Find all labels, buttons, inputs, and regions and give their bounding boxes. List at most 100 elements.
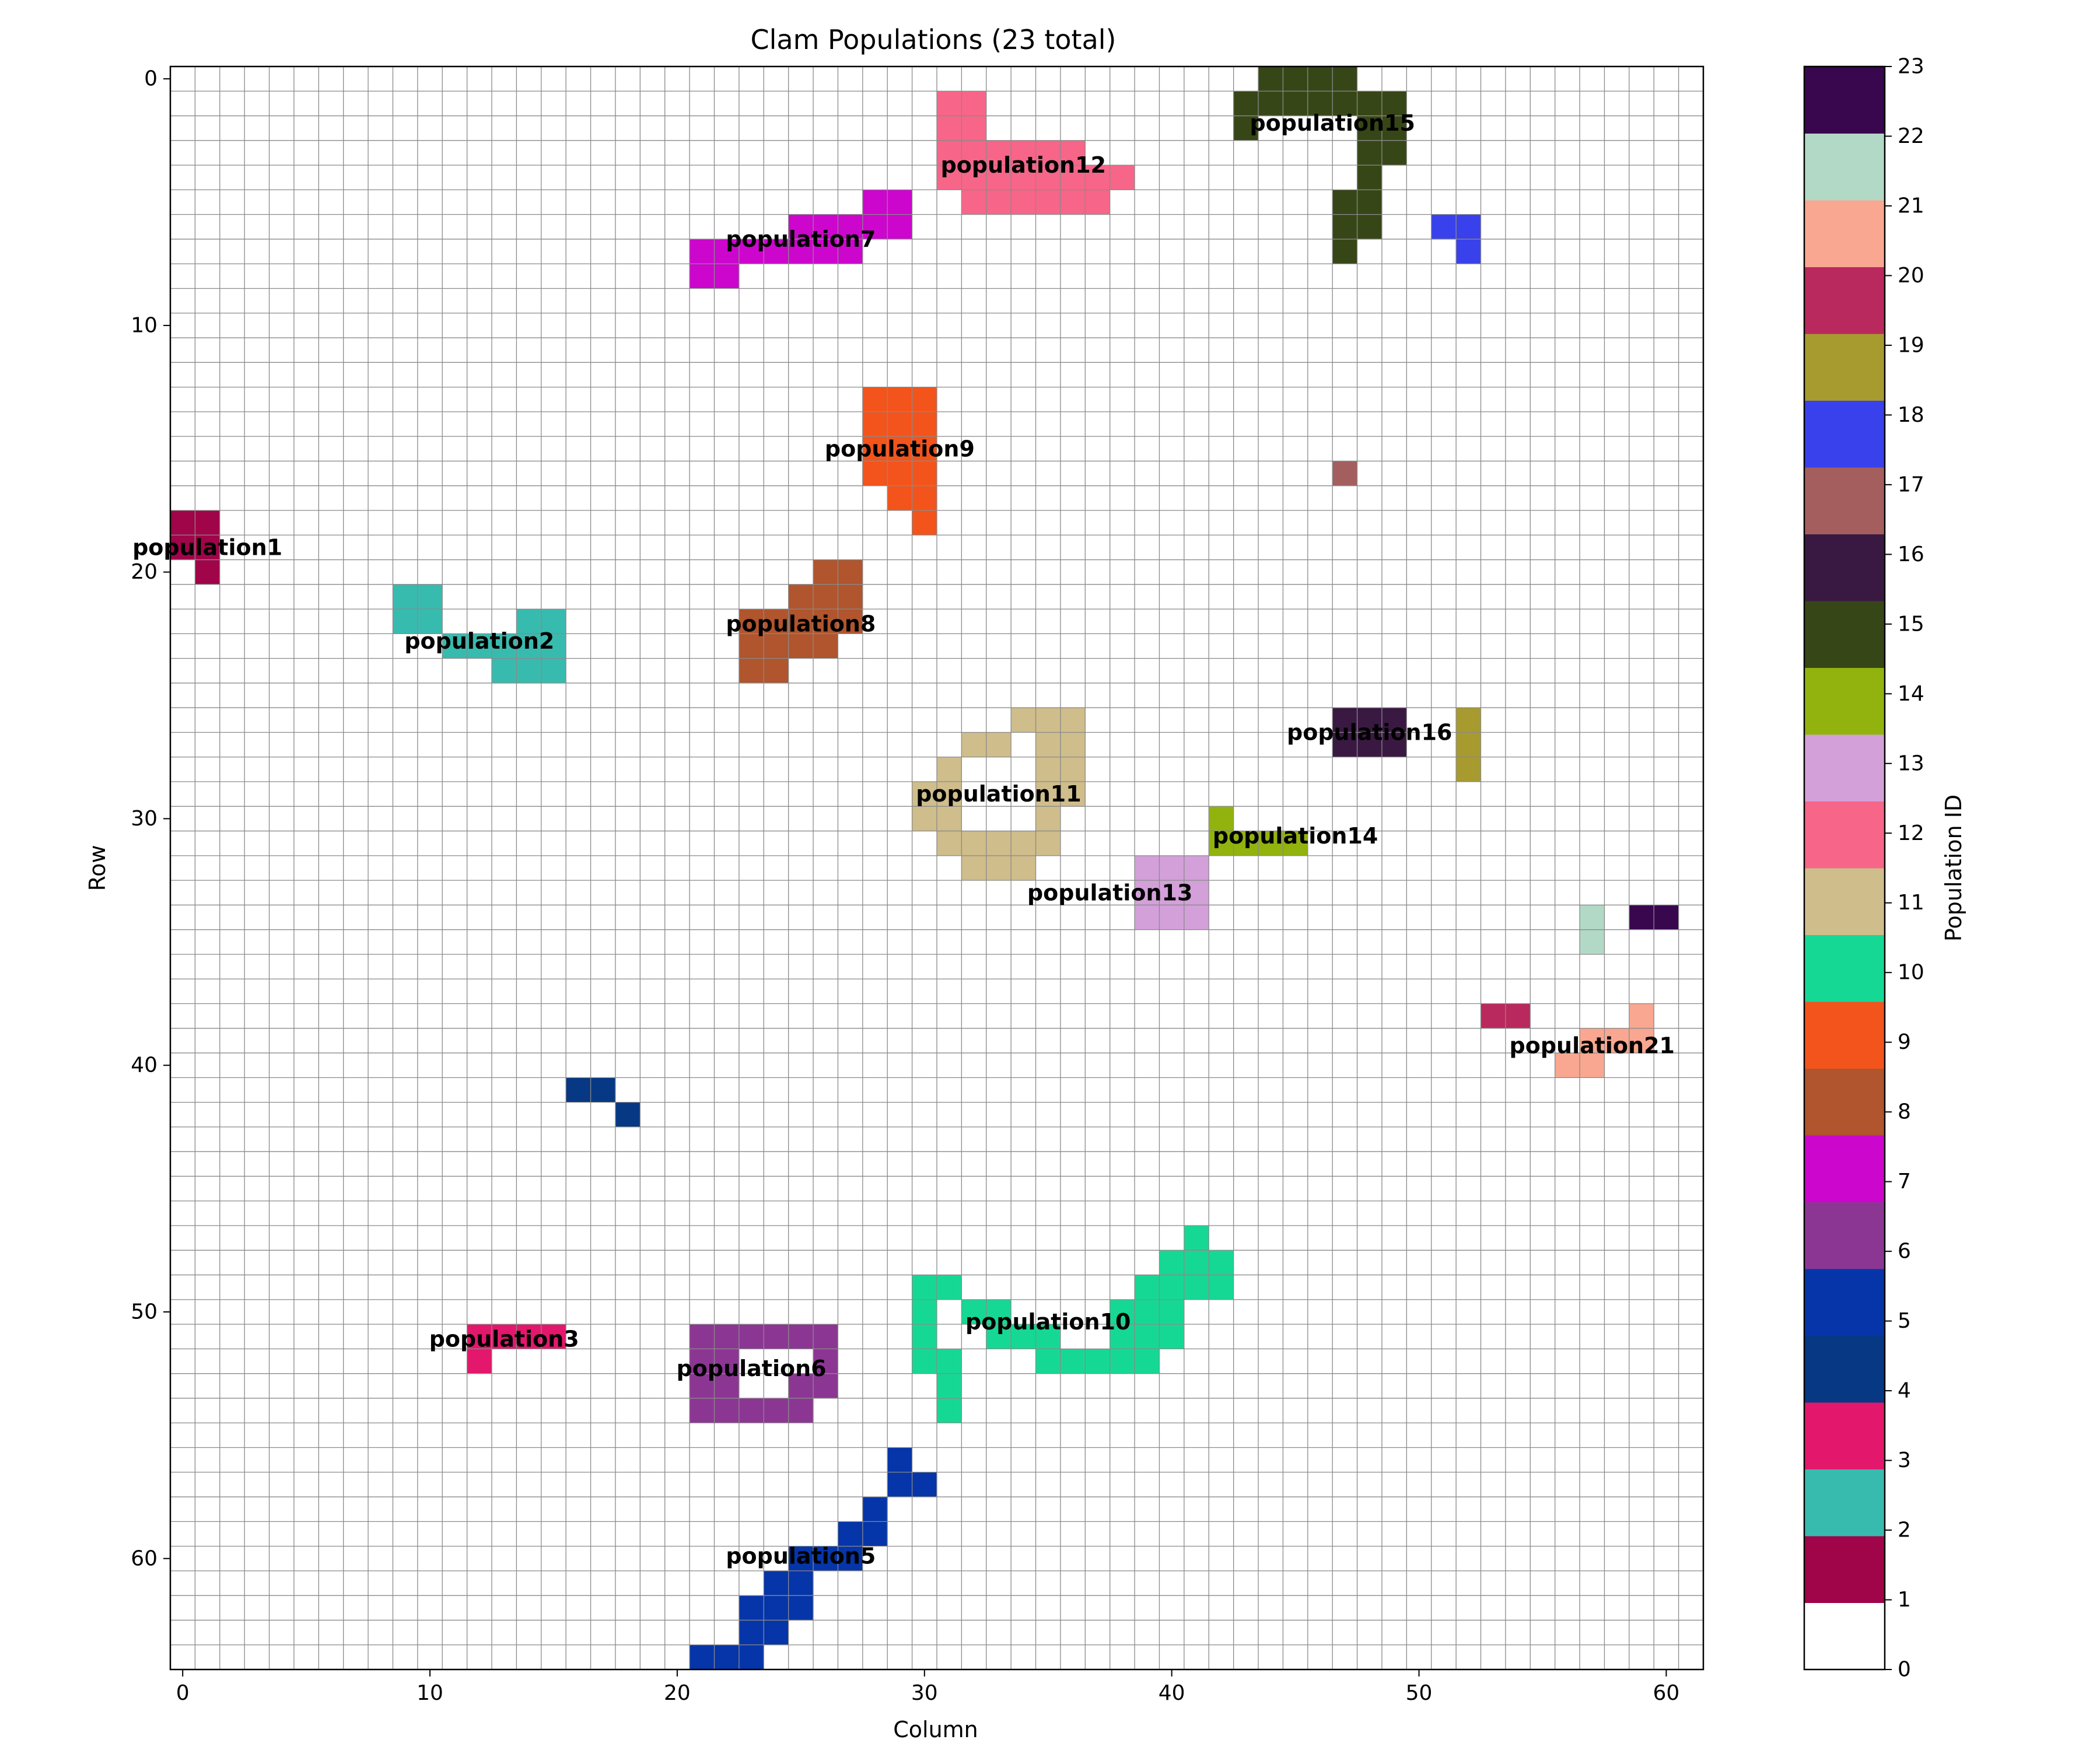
colorbar-tick-label: 13: [1898, 751, 1924, 775]
cell: [1011, 1324, 1036, 1349]
cell: [764, 1620, 789, 1645]
colorbar-tick-label: 16: [1898, 542, 1924, 566]
cell: [1357, 91, 1382, 116]
cell: [986, 1324, 1012, 1349]
colorbar-tick-label: 6: [1898, 1240, 1911, 1264]
cell: [1332, 190, 1357, 215]
cell: [1555, 1053, 1580, 1078]
colorbar-swatch: [1804, 734, 1885, 802]
cell: [788, 1398, 814, 1423]
cell: [1580, 905, 1605, 930]
cell: [1135, 1349, 1160, 1374]
population-label: population9: [825, 436, 975, 461]
y-tick-label: 60: [131, 1546, 158, 1570]
cell: [813, 1349, 838, 1374]
cell: [788, 1324, 814, 1349]
cell: [467, 1349, 492, 1374]
cell: [1011, 190, 1036, 215]
colorbar-swatch: [1804, 66, 1885, 134]
colorbar-swatch: [1804, 601, 1885, 668]
cell: [764, 1595, 789, 1620]
cell: [986, 165, 1012, 190]
cell: [1233, 831, 1259, 856]
chart-title: Clam Populations (23 total): [750, 24, 1116, 55]
cell: [838, 214, 863, 239]
cell: [961, 116, 986, 141]
cell: [788, 609, 814, 634]
cell: [170, 510, 195, 536]
colorbar-swatch: [1804, 1002, 1885, 1069]
cell: [1332, 732, 1357, 757]
cell: [1159, 905, 1184, 930]
colorbar-tick-label: 7: [1898, 1170, 1911, 1194]
cell: [986, 732, 1012, 757]
cell: [961, 190, 986, 215]
population-label: population21: [1510, 1032, 1675, 1058]
cell: [1035, 831, 1060, 856]
population-4: [566, 1077, 640, 1127]
cell: [912, 485, 937, 510]
plot-area: population1 population2 population3 populat…: [132, 65, 1704, 1671]
cell: [516, 634, 541, 659]
cell: [912, 411, 937, 437]
cell: [714, 1398, 739, 1423]
cell: [1135, 905, 1160, 930]
colorbar-tick-label: 23: [1898, 55, 1924, 79]
cell: [912, 1275, 937, 1300]
population-21: [1555, 1003, 1654, 1078]
cell: [813, 559, 838, 584]
cell: [417, 609, 443, 634]
cell: [195, 559, 220, 584]
cell: [195, 510, 220, 536]
cell: [838, 584, 863, 610]
cell: [788, 239, 814, 264]
population-17: [1332, 461, 1357, 486]
cell: [1357, 165, 1382, 190]
cell: [516, 609, 541, 634]
colorbar-tick-label: 20: [1898, 264, 1924, 288]
cell: [764, 1324, 789, 1349]
cell: [912, 510, 937, 536]
colorbar-tick-label: 1: [1898, 1588, 1911, 1612]
cell: [714, 1324, 739, 1349]
population-label: population5: [726, 1544, 876, 1569]
colorbar-tick-label: 22: [1898, 124, 1924, 148]
cell: [1381, 140, 1407, 166]
cell: [195, 535, 220, 560]
population-16: [1332, 708, 1407, 757]
population-label: population14: [1213, 823, 1378, 849]
cell: [1159, 880, 1184, 905]
cell: [1060, 1349, 1086, 1374]
cell: [813, 214, 838, 239]
cell: [541, 658, 566, 683]
cell: [516, 658, 541, 683]
population-labels: population1 population2 population3 populat…: [132, 110, 1675, 1569]
population-13: [1135, 855, 1209, 930]
cell: [1209, 806, 1234, 831]
colorbar-tick-label: 15: [1898, 612, 1924, 636]
cell: [912, 806, 937, 831]
cell: [912, 1299, 937, 1325]
cell: [1629, 1003, 1654, 1028]
cell: [813, 239, 838, 264]
y-tick-label: 30: [131, 807, 158, 831]
colorbar-frame: [1803, 65, 1886, 1671]
colorbar-swatch: [1804, 1202, 1885, 1269]
cell: [862, 214, 888, 239]
cell: [1209, 831, 1234, 856]
cell: [887, 1447, 912, 1472]
cell: [764, 1570, 789, 1596]
cell: [1184, 905, 1209, 930]
cell: [788, 1373, 814, 1398]
population-2: [393, 584, 566, 683]
cell: [1060, 708, 1086, 733]
colorbar-tick-label: 11: [1898, 891, 1924, 915]
cell: [442, 634, 467, 659]
cell: [937, 757, 962, 782]
cell: [467, 634, 492, 659]
colorbar-swatch: [1804, 200, 1885, 267]
x-tick-label: 30: [911, 1681, 938, 1705]
cell: [788, 214, 814, 239]
cell: [937, 91, 962, 116]
